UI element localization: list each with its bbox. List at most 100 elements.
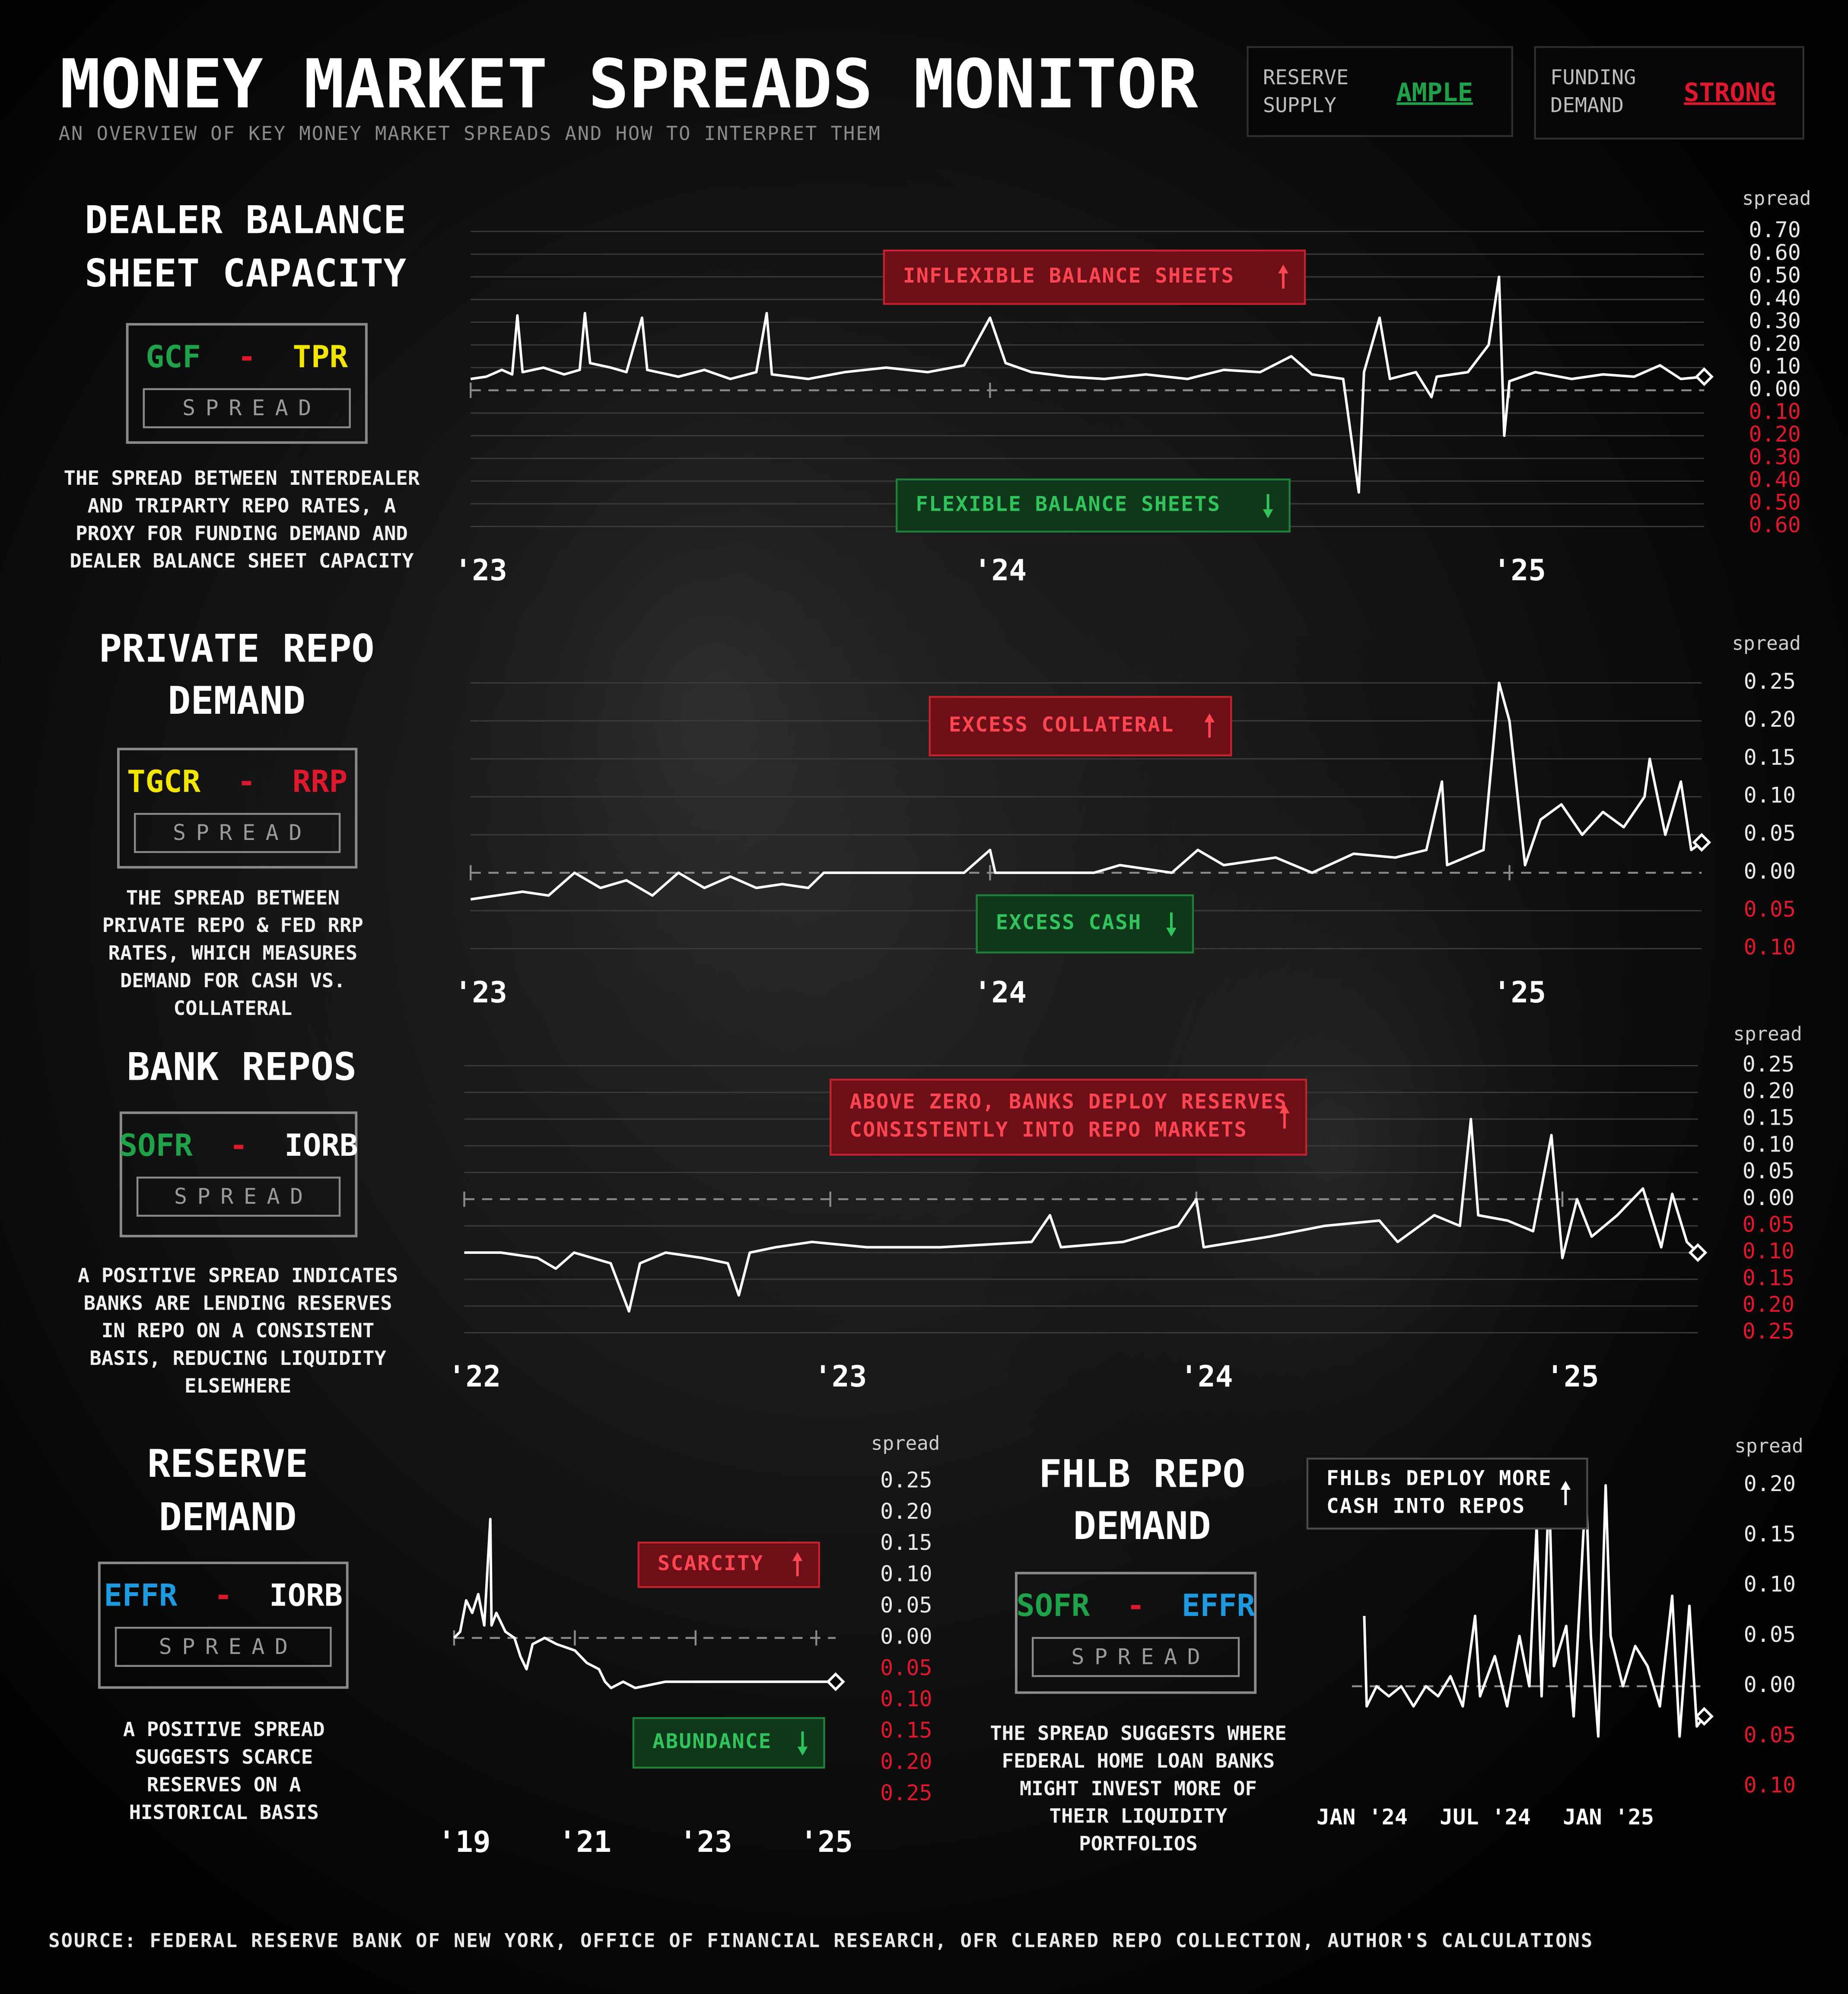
spread-word-box bbox=[136, 1177, 341, 1217]
description-line: HISTORICAL BASIS bbox=[129, 1801, 319, 1824]
y-axis-label: spread bbox=[871, 1433, 940, 1455]
spread-leg: - bbox=[238, 339, 256, 375]
annotation-arrowhead bbox=[1166, 928, 1177, 937]
annotation-text: FLEXIBLE BALANCE SHEETS bbox=[916, 492, 1221, 516]
x-tick-label: '25 bbox=[1493, 553, 1546, 587]
description-line: MIGHT INVEST MORE OF bbox=[1020, 1777, 1257, 1800]
y-tick-label: 0.10 bbox=[1744, 1572, 1796, 1597]
annotation-text: SCARCITY bbox=[658, 1552, 764, 1575]
spread-formula: SOFR - EFFR bbox=[1016, 1587, 1255, 1623]
spread-leg: - bbox=[214, 1577, 233, 1613]
y-tick-label: 0.05 bbox=[880, 1655, 932, 1680]
spread-gap bbox=[251, 1577, 270, 1613]
spread-word: SPREAD bbox=[159, 1634, 298, 1659]
y-tick-label: 0.10 bbox=[1744, 1773, 1796, 1798]
y-tick-label: 0.20 bbox=[1743, 1292, 1794, 1317]
y-tick-label: 0.15 bbox=[1743, 1265, 1794, 1290]
y-tick-label: 0.30 bbox=[1749, 308, 1800, 333]
description-line: RESERVES ON A bbox=[147, 1773, 301, 1796]
spread-leg: GCF bbox=[146, 339, 201, 375]
background-texture bbox=[954, 610, 1717, 1679]
x-tick-label: '24 bbox=[974, 975, 1027, 1009]
x-tick-label: '25 bbox=[1493, 975, 1546, 1009]
annotation-text: EXCESS COLLATERAL bbox=[949, 713, 1174, 737]
spread-word: SPREAD bbox=[182, 395, 321, 420]
y-tick-label: 0.10 bbox=[880, 1686, 932, 1711]
spread-line bbox=[1363, 1484, 1705, 1738]
spread-leg: TGCR bbox=[127, 763, 201, 799]
y-tick-label: 0.50 bbox=[1749, 263, 1800, 288]
description-line: SUGGESTS SCARCE bbox=[135, 1746, 313, 1768]
background-texture bbox=[229, 51, 1196, 1374]
y-tick-label: 0.20 bbox=[1749, 422, 1800, 447]
spread-gap bbox=[200, 763, 219, 799]
spread-box bbox=[98, 1561, 349, 1689]
spread-box bbox=[126, 323, 368, 444]
spread-word-box bbox=[1031, 1637, 1240, 1677]
spread-gap bbox=[256, 339, 274, 375]
y-tick-label: 0.40 bbox=[1749, 286, 1800, 311]
spread-word: SPREAD bbox=[174, 1184, 313, 1209]
x-tick-label: '24 bbox=[974, 553, 1027, 587]
spread-gap bbox=[219, 339, 238, 375]
spread-word: SPREAD bbox=[173, 820, 312, 845]
description-line: THE SPREAD SUGGESTS WHERE bbox=[990, 1722, 1286, 1745]
spread-word-box bbox=[115, 1627, 332, 1667]
x-tick-label: '23 bbox=[814, 1359, 867, 1393]
x-tick-label: JUL '24 bbox=[1440, 1804, 1531, 1829]
annotation-arrowhead bbox=[1278, 264, 1288, 273]
y-tick-label: 0.20 bbox=[1744, 1471, 1796, 1496]
annotation-arrowhead bbox=[1560, 1481, 1571, 1490]
y-tick-label: 0.15 bbox=[1743, 1105, 1794, 1130]
y-tick-label: 0.50 bbox=[1749, 490, 1800, 515]
y-axis-label: spread bbox=[1734, 1435, 1803, 1457]
description-line: A POSITIVE SPREAD bbox=[123, 1718, 325, 1741]
y-tick-label: 0.20 bbox=[1744, 707, 1796, 732]
annotation-arrowhead bbox=[792, 1552, 803, 1561]
spread-word-box bbox=[134, 813, 341, 853]
spread-line bbox=[470, 275, 1705, 494]
description-line: DEMAND FOR CASH VS. bbox=[120, 969, 346, 992]
spread-gap bbox=[219, 763, 238, 799]
end-marker bbox=[1695, 1707, 1714, 1726]
spread-box bbox=[119, 1111, 358, 1237]
annotation-arrowhead bbox=[1263, 509, 1273, 518]
y-tick-label: 0.60 bbox=[1749, 512, 1800, 537]
y-tick-label: 0.10 bbox=[1749, 353, 1800, 378]
spread-gap bbox=[1108, 1587, 1127, 1623]
x-tick-label: '23 bbox=[679, 1825, 732, 1859]
x-tick-label: '25 bbox=[1546, 1359, 1599, 1393]
annotation-text: EXCESS CASH bbox=[996, 911, 1142, 935]
spread-line bbox=[464, 1118, 1699, 1313]
spread-leg: - bbox=[1126, 1587, 1145, 1623]
y-tick-label: 0.20 bbox=[880, 1749, 932, 1774]
annotation-box bbox=[976, 894, 1194, 954]
annotation-text: ABUNDANCE bbox=[652, 1730, 772, 1753]
y-axis-label: spread bbox=[1742, 188, 1811, 210]
annotation-arrowhead bbox=[797, 1746, 808, 1756]
spread-leg: TPR bbox=[293, 339, 348, 375]
spread-leg: IORB bbox=[284, 1127, 358, 1163]
section-title: DEMAND bbox=[159, 1495, 297, 1539]
spread-gap bbox=[193, 1127, 211, 1163]
annotation-box bbox=[896, 478, 1291, 533]
y-tick-label: 0.05 bbox=[1744, 1622, 1796, 1647]
annotation-text: CONSISTENTLY INTO REPO MARKETS bbox=[849, 1118, 1247, 1142]
section-title: RESERVE bbox=[147, 1441, 308, 1486]
y-tick-label: 0.60 bbox=[1749, 240, 1800, 265]
spread-line bbox=[453, 1517, 836, 1689]
spread-leg: IORB bbox=[269, 1577, 343, 1613]
end-marker bbox=[1695, 367, 1714, 386]
y-tick-label: 0.25 bbox=[1743, 1319, 1794, 1344]
section-title: SHEET CAPACITY bbox=[85, 251, 406, 296]
y-tick-label: 0.00 bbox=[1749, 376, 1800, 401]
section-title: FHLB REPO bbox=[1039, 1452, 1245, 1496]
spread-gap bbox=[232, 1577, 251, 1613]
x-tick-label: JAN '24 bbox=[1317, 1804, 1408, 1829]
description-line: IN REPO ON A CONSISTENT bbox=[102, 1319, 375, 1342]
y-tick-label: 0.05 bbox=[880, 1593, 932, 1618]
spread-gap bbox=[211, 1127, 229, 1163]
section-title: DEMAND bbox=[168, 678, 305, 723]
spread-formula: SOFR - IORB bbox=[119, 1127, 358, 1163]
